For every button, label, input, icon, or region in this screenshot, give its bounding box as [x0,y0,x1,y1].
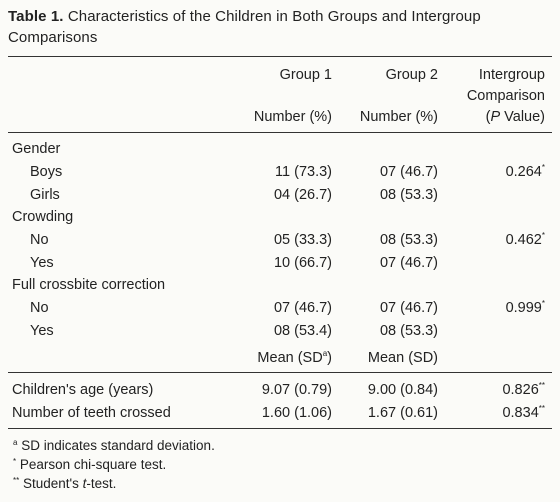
cell-group1: 08 (53.4) [273,323,332,339]
cell-p-value: 0.462* [505,231,545,249]
table-title: Characteristics of the Children in Both … [8,8,481,46]
cell-group2: 08 (53.3) [379,232,438,248]
footnote: ** Student's t-test. [13,476,117,491]
row-label: Number of teeth crossed [12,405,171,421]
cell-group1: 1.60 (1.06) [261,405,332,421]
footnote: a SD indicates standard deviation. [13,438,215,453]
header-group2: Group 2 [385,67,438,83]
cell-p-value: 0.834** [502,404,545,422]
row-label: No [30,300,49,316]
mean-rule [8,372,552,373]
row-label: No [30,232,49,248]
row-label: Yes [30,255,54,271]
mean-header-group1: Mean (SDa) [257,349,332,367]
cell-group2: 08 (53.3) [379,187,438,203]
table-label: Table 1. [8,8,64,25]
bottom-rule [8,428,552,429]
table-caption: Table 1. Characteristics of the Children… [8,6,552,48]
header-unit-group2: Number (%) [359,109,438,125]
header-group1: Group 1 [279,67,332,83]
cell-group2: 07 (46.7) [379,255,438,271]
cell-group1: 11 (73.3) [275,164,332,180]
row-label: Girls [30,187,60,203]
cell-group1: 10 (66.7) [273,255,332,271]
header-intergroup-line1: Intergroup [478,67,545,83]
header-intergroup-line3: (P Value) [485,109,545,125]
header-intergroup-line2: Comparison [466,88,545,104]
section-title: Full crossbite correction [12,277,166,293]
cell-p-value: 0.264* [505,163,545,181]
header-unit-group1: Number (%) [253,109,332,125]
cell-group2: 9.00 (0.84) [367,382,438,398]
cell-group2: 08 (53.3) [379,323,438,339]
footnote: * Pearson chi-square test. [13,457,167,472]
cell-group1: 05 (33.3) [273,232,332,248]
mean-header-group2: Mean (SD) [367,350,438,366]
cell-group1: 07 (46.7) [273,300,332,316]
row-label: Boys [30,164,63,180]
cell-group1: 9.07 (0.79) [261,382,332,398]
row-label: Yes [30,323,54,339]
section-title: Gender [12,141,61,157]
cell-p-value: 0.999* [505,299,545,317]
header-rule [8,132,552,133]
cell-group1: 04 (26.7) [273,187,332,203]
cell-group2: 07 (46.7) [379,164,438,180]
cell-p-value: 0.826** [502,381,545,399]
row-label: Children's age (years) [12,382,154,398]
top-rule [8,56,552,57]
cell-group2: 1.67 (0.61) [367,405,438,421]
section-title: Crowding [12,209,74,225]
cell-group2: 07 (46.7) [379,300,438,316]
